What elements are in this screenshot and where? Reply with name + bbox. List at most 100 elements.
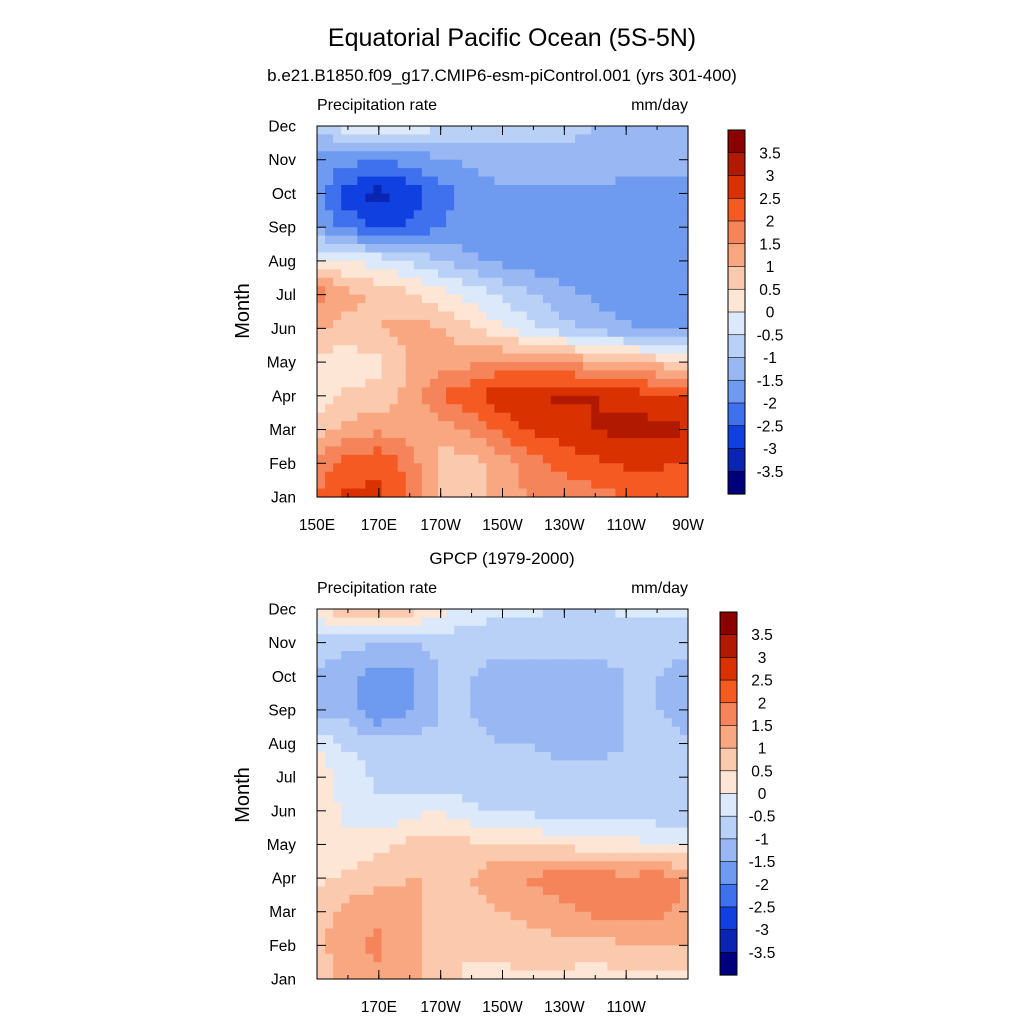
- heatmap-cell: [454, 878, 463, 888]
- heatmap-cell: [397, 894, 407, 904]
- colorbar-swatch: [727, 220, 746, 245]
- heatmap-cell: [615, 953, 625, 963]
- heatmap-cell: [510, 777, 520, 787]
- heatmap-cell: [454, 269, 463, 279]
- heatmap-cell: [591, 945, 600, 955]
- heatmap-cell: [317, 303, 326, 313]
- heatmap-cell: [373, 142, 383, 152]
- heatmap-cell: [454, 218, 463, 228]
- heatmap-cell: [663, 126, 673, 136]
- heatmap-cell: [526, 928, 536, 938]
- heatmap-cell: [349, 252, 358, 262]
- heatmap-cell: [647, 701, 657, 711]
- heatmap-cell: [631, 412, 641, 422]
- heatmap-cell: [325, 286, 334, 296]
- heatmap-cell: [357, 878, 366, 888]
- heatmap-cell: [671, 421, 681, 431]
- heatmap-cell: [373, 471, 383, 481]
- heatmap-cell: [478, 768, 487, 778]
- heatmap-cell: [478, 294, 487, 304]
- heatmap-cell: [591, 617, 600, 627]
- heatmap-cell: [518, 421, 528, 431]
- heatmap-cell: [623, 488, 633, 498]
- heatmap-cell: [486, 760, 496, 770]
- heatmap-cell: [607, 168, 617, 178]
- heatmap-cell: [607, 404, 617, 414]
- heatmap-cell: [381, 471, 391, 481]
- heatmap-cell: [534, 260, 544, 270]
- heatmap-cell: [534, 336, 544, 346]
- heatmap-cell: [349, 709, 358, 719]
- heatmap-cell: [413, 201, 423, 211]
- heatmap-cell: [381, 151, 391, 161]
- heatmap-cell: [671, 260, 681, 270]
- heatmap-cell: [389, 328, 399, 338]
- heatmap-cell: [429, 819, 439, 829]
- heatmap-cell: [599, 429, 608, 439]
- heatmap-cell: [583, 760, 592, 770]
- heatmap-cell: [333, 463, 342, 473]
- heatmap-cell: [454, 421, 463, 431]
- heatmap-cell: [381, 421, 391, 431]
- heatmap-cell: [542, 819, 552, 829]
- heatmap-cell: [526, 634, 536, 644]
- heatmap-cell: [341, 642, 350, 652]
- heatmap-cell: [470, 936, 479, 946]
- heatmap-cell: [510, 735, 520, 745]
- heatmap-cell: [510, 463, 520, 473]
- colorbar-tick-label: 3: [758, 650, 767, 667]
- heatmap-cell: [526, 962, 536, 972]
- heatmap-cell: [478, 878, 487, 888]
- heatmap-cell: [494, 277, 504, 287]
- heatmap-cell: [542, 634, 552, 644]
- heatmap-cell: [575, 412, 584, 422]
- heatmap-cell: [647, 142, 657, 152]
- heatmap-cell: [550, 328, 560, 338]
- heatmap-cell: [631, 852, 641, 862]
- heatmap-cell: [462, 126, 471, 136]
- heatmap-cell: [671, 852, 681, 862]
- heatmap-cell: [413, 168, 423, 178]
- heatmap-cell: [615, 945, 625, 955]
- heatmap-cell: [607, 751, 617, 761]
- heatmap-cell: [575, 676, 584, 686]
- heatmap-cell: [373, 378, 383, 388]
- heatmap-cell: [389, 126, 399, 136]
- heatmap-cell: [349, 852, 358, 862]
- heatmap-cell: [615, 911, 625, 921]
- heatmap-cell: [421, 836, 431, 846]
- heatmap-cell: [397, 785, 407, 795]
- heatmap-cell: [567, 936, 576, 946]
- heatmap-cell: [502, 945, 512, 955]
- heatmap-cell: [558, 777, 568, 787]
- heatmap-cell: [486, 819, 496, 829]
- heatmap-cell: [486, 970, 496, 980]
- heatmap-cell: [542, 488, 552, 498]
- heatmap-cell: [429, 227, 439, 237]
- heatmap-cell: [397, 353, 407, 363]
- heatmap-cell: [454, 345, 463, 355]
- heatmap-cell: [365, 244, 375, 254]
- heatmap-cell: [583, 936, 592, 946]
- heatmap-cell: [470, 718, 479, 728]
- heatmap-cell: [639, 126, 649, 136]
- heatmap-cell: [373, 911, 383, 921]
- heatmap-cell: [454, 642, 463, 652]
- heatmap-cell: [558, 794, 568, 804]
- heatmap-cell: [647, 751, 657, 761]
- heatmap-cell: [478, 210, 487, 220]
- heatmap-cell: [365, 303, 375, 313]
- colorbar-tick-label: -0.5: [757, 327, 784, 344]
- heatmap-cell: [542, 701, 552, 711]
- heatmap-cell: [486, 625, 496, 635]
- heatmap-cell: [615, 667, 625, 677]
- panel-1-right-label: mm/day: [631, 97, 688, 114]
- heatmap-cell: [591, 869, 600, 879]
- heatmap-cell: [615, 260, 625, 270]
- heatmap-cell: [518, 735, 528, 745]
- heatmap-cell: [655, 336, 665, 346]
- heatmap-cell: [534, 201, 544, 211]
- heatmap-cell: [607, 768, 617, 778]
- heatmap-cell: [583, 735, 592, 745]
- heatmap-cell: [405, 126, 415, 136]
